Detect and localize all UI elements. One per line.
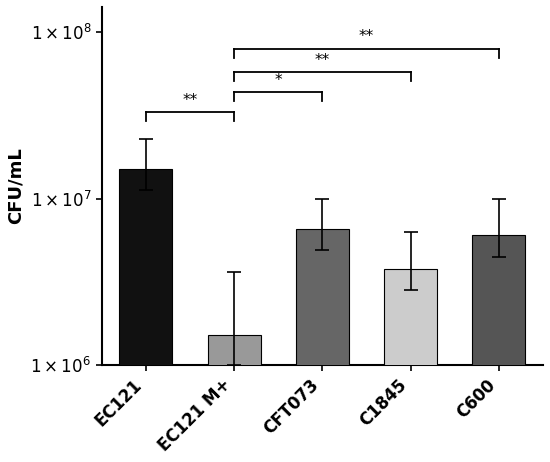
Text: **: ** xyxy=(183,93,197,108)
Bar xyxy=(296,229,349,462)
Text: **: ** xyxy=(315,53,330,68)
Bar xyxy=(472,235,525,462)
Text: *: * xyxy=(274,73,282,88)
Bar xyxy=(119,169,173,462)
Y-axis label: CFU/mL: CFU/mL xyxy=(7,148,25,225)
Text: **: ** xyxy=(359,30,374,44)
Bar xyxy=(208,335,261,462)
Bar xyxy=(384,268,437,462)
